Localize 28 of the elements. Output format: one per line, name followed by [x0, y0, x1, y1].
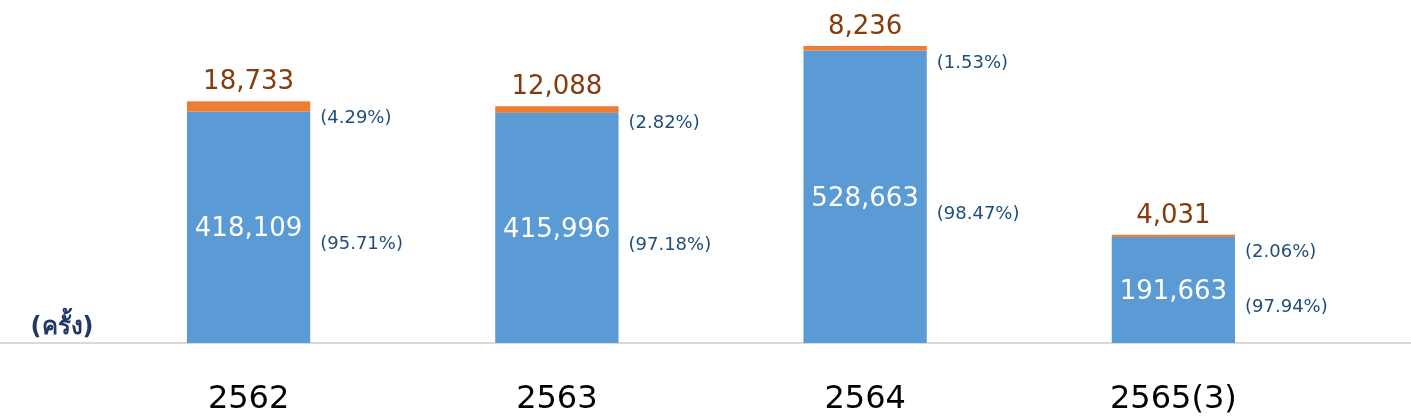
x-tick-label: 2565(3) [1110, 378, 1237, 416]
bar [186, 101, 311, 112]
bar [495, 106, 619, 113]
bar [803, 50, 927, 343]
data-label: 8,236 [827, 10, 903, 40]
data-label: 418,109 [194, 212, 303, 243]
y-axis-title: (ครั้ง) [30, 307, 94, 340]
x-tick-label: 2564 [824, 378, 906, 416]
bar [803, 46, 927, 51]
annotation: (98.47%) [936, 201, 1020, 223]
data-label: 191,663 [1119, 274, 1228, 305]
annotation: (2.82%) [628, 111, 700, 133]
annotation: (1.53%) [936, 51, 1009, 72]
x-tick-label: 2563 [516, 378, 598, 416]
data-label: 12,088 [511, 70, 603, 101]
data-label: 528,663 [811, 181, 919, 212]
annotation: (2.06%) [1245, 239, 1317, 261]
annotation: (97.18%) [628, 232, 712, 254]
annotation: (97.94%) [1245, 294, 1328, 316]
data-label: 415,996 [503, 212, 611, 243]
data-label: 4,031 [1136, 198, 1211, 229]
annotation: (4.29%) [320, 106, 392, 128]
annotation: (95.71%) [320, 232, 403, 254]
x-tick-label: 2562 [207, 378, 290, 416]
bar [495, 112, 619, 343]
bar [186, 111, 311, 343]
bar [1111, 236, 1236, 343]
data-label: 18,733 [203, 65, 295, 96]
